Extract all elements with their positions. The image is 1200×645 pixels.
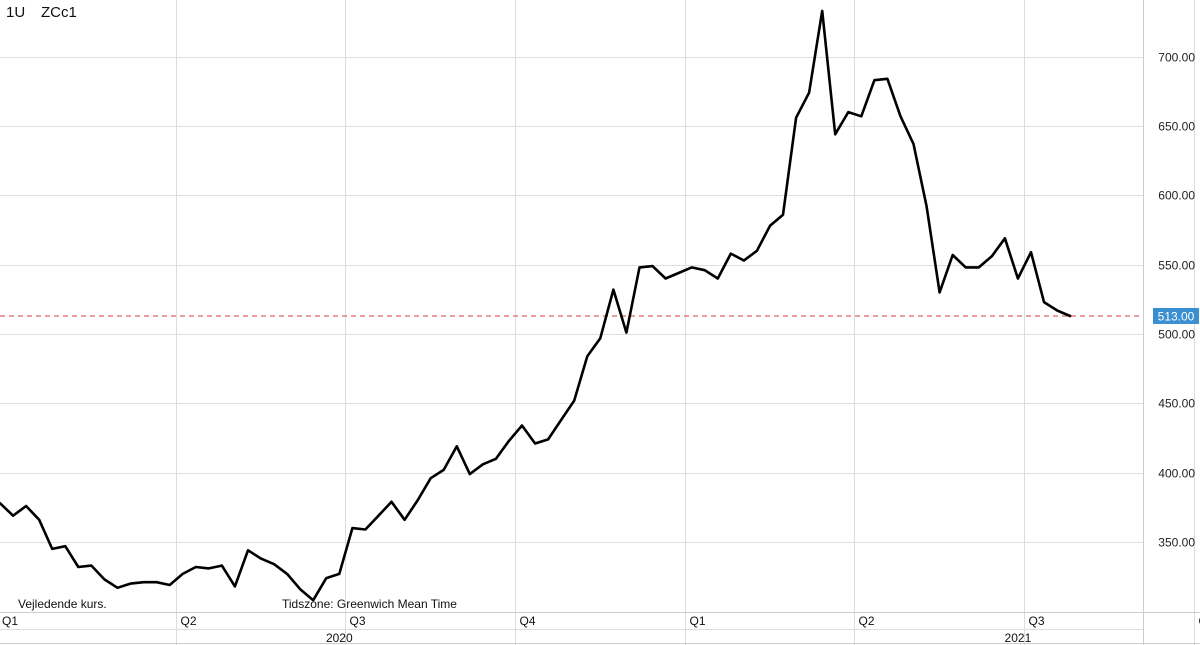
- y-tick-label: 400.00: [1158, 467, 1195, 481]
- current-price-label: 513.00: [1158, 309, 1195, 323]
- quarter-tick-label: Q4: [1199, 614, 1200, 628]
- year-tick-label: 2021: [1005, 631, 1032, 645]
- y-tick-label: 650.00: [1158, 120, 1195, 134]
- y-tick-label: 350.00: [1158, 536, 1195, 550]
- timezone-note: Tidszone: Greenwich Mean Time: [282, 597, 457, 611]
- quarter-tick-label: Q4: [520, 614, 536, 628]
- y-tick-label: 500.00: [1158, 328, 1195, 342]
- year-tick-label: 2020: [326, 631, 353, 645]
- y-tick-label: 450.00: [1158, 397, 1195, 411]
- quarter-tick-label: Q1: [2, 614, 18, 628]
- price-series-line: [0, 9, 1072, 602]
- interval-label: 1U: [6, 4, 26, 21]
- current-price-tag: [1153, 307, 1199, 324]
- quarter-tick-label: Q1: [690, 614, 706, 628]
- quarter-tick-label: Q3: [350, 614, 366, 628]
- y-tick-label: 700.00: [1158, 51, 1195, 65]
- quarter-tick-label: Q2: [859, 614, 875, 628]
- y-tick-label: 550.00: [1158, 259, 1195, 273]
- quarter-tick-label: Q3: [1029, 614, 1045, 628]
- quarter-tick-label: Q2: [181, 614, 197, 628]
- symbol-label: ZCc1: [41, 4, 77, 21]
- y-tick-label: 600.00: [1158, 189, 1195, 203]
- indicative-price-note: Vejledende kurs.: [18, 597, 107, 611]
